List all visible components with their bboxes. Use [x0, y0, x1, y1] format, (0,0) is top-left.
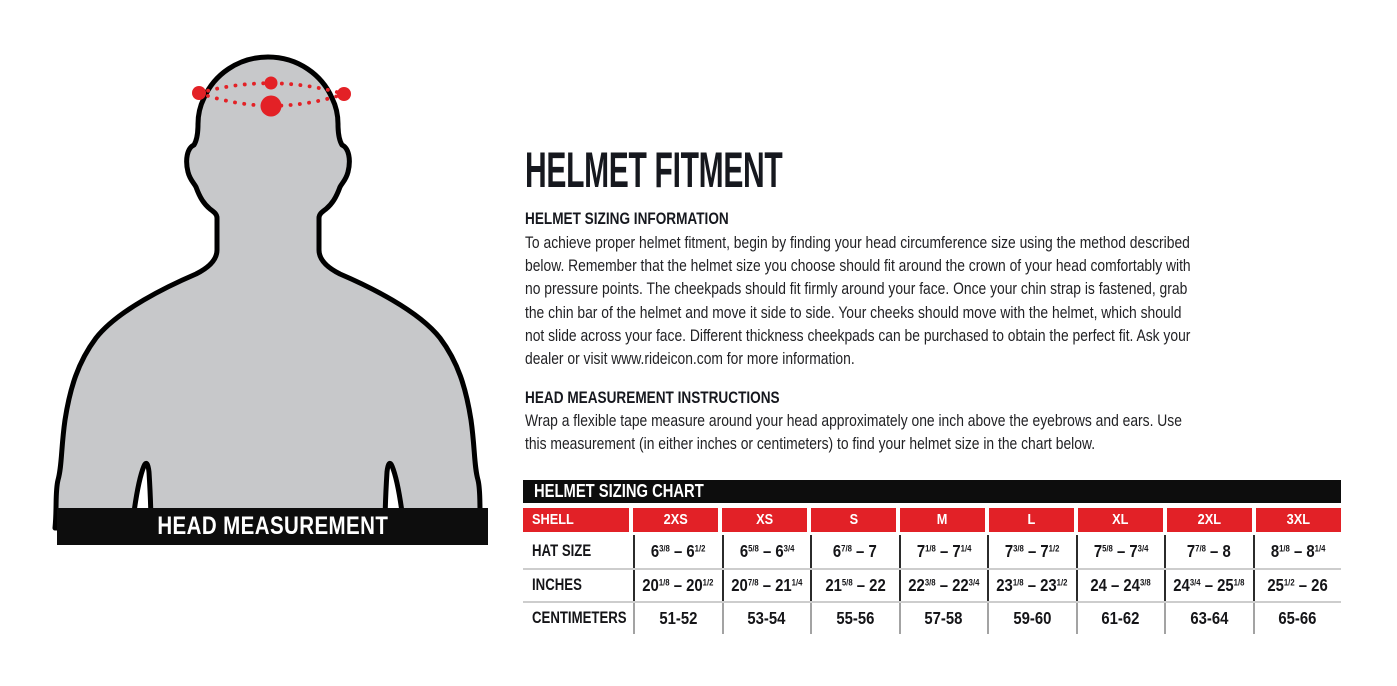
sizing-information-paragraph: To achieve proper helmet fitment, begin … — [525, 234, 1191, 369]
size-value-cell: 81/8 – 81/4 — [1252, 535, 1342, 568]
table-row-hat-size: HAT SIZE 63/8 – 61/2 65/8 – 63/4 67/8 – 7 71… — [523, 535, 1341, 568]
table-row-centimeters: CENTIMETERS 51-52 53-54 55-56 57-58 59-60 61-6… — [523, 601, 1341, 634]
size-value-cell: 61-62 — [1075, 603, 1165, 634]
size-value-cell: 223/8 – 223/4 — [898, 570, 988, 601]
size-header-cell: 3XL — [1256, 508, 1341, 532]
size-value-cell: 57-58 — [898, 603, 988, 634]
size-header-cell: XL — [1078, 508, 1163, 532]
size-value-cell: 207/8 – 211/4 — [721, 570, 811, 601]
table-row-inches: INCHES 201/8 – 201/2 207/8 – 211/4 215/8 – … — [523, 568, 1341, 601]
measure-dot-top — [264, 76, 278, 90]
chart-title-bar: HELMET SIZING CHART — [523, 480, 1341, 503]
row-label: CENTIMETERS — [532, 609, 627, 627]
size-value-cell: 73/8 – 71/2 — [987, 535, 1076, 568]
size-value-cell: 243/4 – 251/8 — [1164, 570, 1253, 601]
size-header-cell: S — [811, 508, 896, 532]
shell-header-cell: SHELL — [523, 508, 629, 532]
helmet-sizing-chart: HELMET SIZING CHART SHELL 2XS XS S M L XL 2XL 3X… — [523, 480, 1341, 634]
head-measurement-figure: HEAD MEASUREMENT — [0, 0, 510, 560]
row-label: HAT SIZE — [532, 542, 592, 560]
size-value-cell: 215/8 – 22 — [810, 570, 899, 601]
banner-label: HEAD MEASUREMENT — [157, 512, 388, 540]
measure-dot-right — [337, 87, 351, 101]
size-value-cell: 51-52 — [633, 603, 722, 634]
size-value-cell: 53-54 — [721, 603, 811, 634]
size-value-cell: 77/8 – 8 — [1164, 535, 1253, 568]
size-value-cell: 24 – 243/8 — [1075, 570, 1165, 601]
size-header-cell: 2XL — [1167, 508, 1252, 532]
size-value-cell: 67/8 – 7 — [810, 535, 899, 568]
section-heading-sizing-information: HELMET SIZING INFORMATION — [525, 209, 729, 228]
size-value-cell: 59-60 — [987, 603, 1076, 634]
size-value-cell: 75/8 – 73/4 — [1075, 535, 1165, 568]
row-label: INCHES — [532, 576, 582, 594]
size-value-cell: 63/8 – 61/2 — [633, 535, 722, 568]
size-value-cell: 71/8 – 71/4 — [898, 535, 988, 568]
size-value-cell: 55-56 — [810, 603, 899, 634]
section-heading-measurement-instructions: HEAD MEASUREMENT INSTRUCTIONS — [525, 388, 780, 407]
size-header-cell: M — [900, 508, 985, 532]
size-value-cell: 65-66 — [1252, 603, 1342, 634]
size-value-cell: 201/8 – 201/2 — [633, 570, 722, 601]
measurement-instructions-paragraph: Wrap a flexible tape measure around your… — [525, 412, 1182, 454]
size-header-row: SHELL 2XS XS S M L XL 2XL 3XL — [523, 508, 1341, 532]
size-value-cell: 65/8 – 63/4 — [721, 535, 811, 568]
chart-title: HELMET SIZING CHART — [534, 481, 704, 501]
measure-dot-center — [260, 95, 282, 117]
head-measurement-banner: HEAD MEASUREMENT — [57, 508, 488, 545]
size-value-cell: 63-64 — [1164, 603, 1253, 634]
size-header-cell: XS — [722, 508, 807, 532]
size-header-cell: 2XS — [633, 508, 718, 532]
page-title: HELMET FITMENT — [525, 142, 783, 198]
size-value-cell: 251/2 – 26 — [1252, 570, 1342, 601]
measure-dot-left — [192, 86, 206, 100]
size-header-cell: L — [989, 508, 1074, 532]
table-rows: HAT SIZE 63/8 – 61/2 65/8 – 63/4 67/8 – 7 71… — [523, 535, 1341, 634]
size-value-cell: 231/8 – 231/2 — [987, 570, 1076, 601]
